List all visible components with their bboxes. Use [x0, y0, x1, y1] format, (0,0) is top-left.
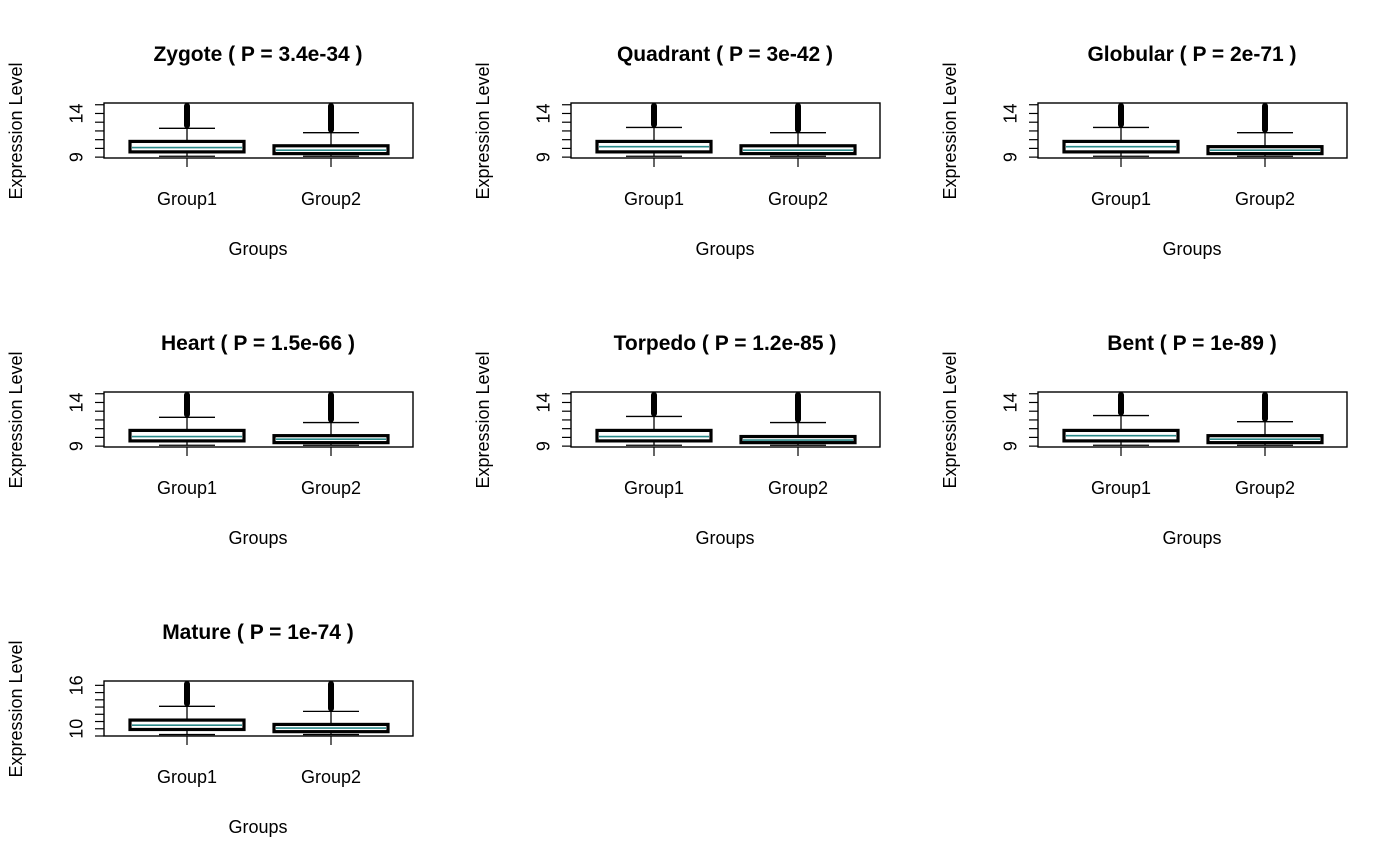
x-tick-label-group2: Group2 — [301, 478, 361, 498]
y-tick-label: 9 — [533, 152, 553, 162]
panel-7: Mature ( P = 1e-74 ) Expression Level Grou… — [6, 621, 414, 837]
y-tick-label: 16 — [66, 675, 86, 695]
y-axis: 9 14 — [533, 103, 571, 162]
panel-title: Globular ( P = 2e-71 ) — [1087, 43, 1296, 66]
panel-title: Mature ( P = 1e-74 ) — [162, 621, 354, 644]
box-group2 — [272, 392, 390, 446]
x-tick-label-group2: Group2 — [768, 478, 828, 498]
x-tick-label-group2: Group2 — [1235, 478, 1295, 498]
y-tick-label: 14 — [1000, 103, 1020, 123]
box-group2 — [1206, 103, 1324, 157]
box-group2 — [272, 681, 390, 736]
panel-title: Zygote ( P = 3.4e-34 ) — [153, 43, 362, 66]
outlier-points — [328, 103, 334, 133]
x-tick-label-group1: Group1 — [624, 478, 684, 498]
y-tick-label: 9 — [1000, 152, 1020, 162]
box-group1 — [595, 103, 713, 157]
y-axis: 9 14 — [66, 392, 104, 451]
panel-1: Zygote ( P = 3.4e-34 ) Expression Level Gr… — [6, 43, 414, 259]
y-tick-label: 10 — [66, 719, 86, 739]
y-tick-label: 9 — [533, 441, 553, 451]
y-axis-label: Expression Level — [473, 62, 493, 199]
x-axis-label: Groups — [228, 528, 287, 548]
box-group1 — [128, 392, 246, 446]
x-axis-label: Groups — [1162, 239, 1221, 259]
box-group2 — [272, 103, 390, 157]
x-axis-label: Groups — [228, 817, 287, 837]
outlier-points — [795, 103, 801, 133]
panel-4: Heart ( P = 1.5e-66 ) Expression Level Gro… — [6, 332, 414, 548]
outlier-points — [1118, 392, 1124, 416]
x-tick-label-group2: Group2 — [768, 189, 828, 209]
x-axis-label: Groups — [228, 239, 287, 259]
y-tick-label: 14 — [66, 392, 86, 412]
panel-2: Quadrant ( P = 3e-42 ) Expression Level Gr… — [473, 43, 881, 259]
y-axis: 9 14 — [533, 392, 571, 451]
x-tick-label-group1: Group1 — [157, 478, 217, 498]
box-group2 — [739, 392, 857, 446]
outlier-points — [328, 681, 334, 712]
y-tick-label: 14 — [1000, 392, 1020, 412]
box-group2 — [1206, 392, 1324, 446]
panel-title: Heart ( P = 1.5e-66 ) — [161, 332, 355, 355]
y-tick-label: 9 — [66, 441, 86, 451]
y-tick-label: 14 — [533, 103, 553, 123]
y-tick-label: 14 — [533, 392, 553, 412]
outlier-points — [1262, 103, 1268, 133]
box-body — [595, 428, 713, 443]
y-axis-label: Expression Level — [6, 351, 26, 488]
y-tick-label: 14 — [66, 103, 86, 123]
box-body — [128, 139, 246, 154]
plot-frame — [103, 680, 414, 737]
box-group1 — [1062, 103, 1180, 157]
box-group1 — [595, 392, 713, 446]
y-axis: 9 14 — [1000, 103, 1038, 162]
x-axis-label: Groups — [695, 528, 754, 548]
y-tick-label: 9 — [66, 152, 86, 162]
outlier-points — [1262, 392, 1268, 422]
box-group2 — [739, 103, 857, 157]
outlier-points — [651, 103, 657, 128]
panel-title: Quadrant ( P = 3e-42 ) — [617, 43, 833, 66]
box-body — [128, 428, 246, 443]
outlier-points — [184, 681, 190, 707]
x-axis-label: Groups — [1162, 528, 1221, 548]
x-tick-label-group1: Group1 — [624, 189, 684, 209]
y-axis: 10 16 — [66, 675, 104, 739]
x-axis-label: Groups — [695, 239, 754, 259]
x-tick-label-group1: Group1 — [157, 189, 217, 209]
outlier-points — [328, 392, 334, 423]
panel-5: Torpedo ( P = 1.2e-85 ) Expression Level G… — [473, 332, 881, 548]
box-group1 — [1062, 392, 1180, 446]
x-tick-label-group1: Group1 — [157, 767, 217, 787]
outlier-points — [184, 103, 190, 129]
panel-title: Bent ( P = 1e-89 ) — [1107, 332, 1276, 355]
box-group1 — [128, 681, 246, 736]
y-axis: 9 14 — [66, 103, 104, 162]
box-group1 — [128, 103, 246, 157]
outlier-points — [651, 392, 657, 417]
y-axis-label: Expression Level — [6, 62, 26, 199]
panel-title: Torpedo ( P = 1.2e-85 ) — [614, 332, 837, 355]
y-axis: 9 14 — [1000, 392, 1038, 451]
panel-3: Globular ( P = 2e-71 ) Expression Level Gr… — [940, 43, 1348, 259]
outlier-points — [795, 392, 801, 423]
x-tick-label-group2: Group2 — [301, 189, 361, 209]
y-axis-label: Expression Level — [6, 640, 26, 777]
y-tick-label: 9 — [1000, 441, 1020, 451]
y-axis-label: Expression Level — [940, 62, 960, 199]
x-tick-label-group2: Group2 — [301, 767, 361, 787]
y-axis-label: Expression Level — [940, 351, 960, 488]
panel-6: Bent ( P = 1e-89 ) Expression Level Groups… — [940, 332, 1348, 548]
y-axis-label: Expression Level — [473, 351, 493, 488]
x-tick-label-group2: Group2 — [1235, 189, 1295, 209]
outlier-points — [1118, 103, 1124, 128]
outlier-points — [184, 392, 190, 418]
x-tick-label-group1: Group1 — [1091, 189, 1151, 209]
x-tick-label-group1: Group1 — [1091, 478, 1151, 498]
